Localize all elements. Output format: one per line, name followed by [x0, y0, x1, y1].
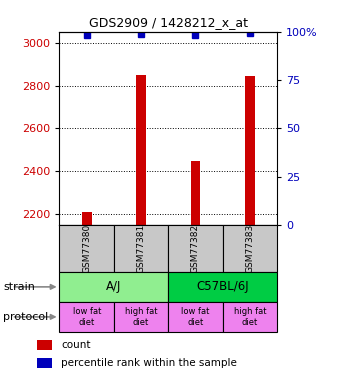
- Text: high fat
diet: high fat diet: [125, 307, 157, 327]
- Bar: [114, 302, 168, 332]
- Text: GSM77382: GSM77382: [191, 224, 200, 273]
- Bar: [223, 302, 277, 332]
- Bar: [59, 302, 114, 332]
- Bar: [59, 225, 114, 272]
- Text: low fat
diet: low fat diet: [181, 307, 210, 327]
- Text: protocol: protocol: [3, 312, 49, 322]
- Bar: [168, 225, 223, 272]
- Text: low fat
diet: low fat diet: [72, 307, 101, 327]
- Bar: [59, 272, 168, 302]
- Text: GSM77383: GSM77383: [245, 224, 254, 273]
- Bar: [168, 302, 223, 332]
- Text: strain: strain: [3, 282, 35, 292]
- Bar: [245, 76, 255, 225]
- Bar: [136, 75, 146, 225]
- Text: count: count: [61, 340, 90, 350]
- Bar: [191, 160, 200, 225]
- Bar: [37, 340, 52, 350]
- Bar: [168, 272, 277, 302]
- Text: percentile rank within the sample: percentile rank within the sample: [61, 358, 237, 368]
- Text: GSM77381: GSM77381: [137, 224, 146, 273]
- Bar: [37, 358, 52, 368]
- Bar: [114, 225, 168, 272]
- Text: high fat
diet: high fat diet: [234, 307, 266, 327]
- Title: GDS2909 / 1428212_x_at: GDS2909 / 1428212_x_at: [89, 16, 248, 29]
- Text: GSM77380: GSM77380: [82, 224, 91, 273]
- Bar: [223, 225, 277, 272]
- Text: C57BL/6J: C57BL/6J: [197, 280, 249, 293]
- Bar: [82, 212, 91, 225]
- Text: A/J: A/J: [106, 280, 122, 293]
